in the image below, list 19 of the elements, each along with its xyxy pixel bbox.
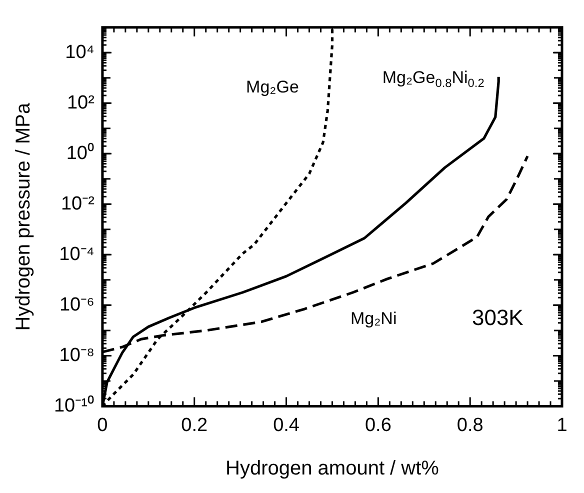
x-tick-label: 0.4 — [273, 414, 300, 436]
series-label: Mg₂Ge — [246, 78, 299, 97]
y-tick-label: 10⁴ — [65, 42, 94, 63]
y-tick-label: 10⁰ — [66, 142, 94, 164]
series-label: Mg₂Ni — [350, 308, 397, 328]
x-tick-label: 0 — [97, 414, 108, 436]
x-tick-label: 1 — [556, 414, 568, 436]
annotation: 303K — [472, 305, 524, 330]
y-tick-label: 10⁻⁴ — [59, 244, 94, 265]
y-axis-title: Hydrogen pressure / MPa — [12, 102, 35, 331]
x-tick-label: 0.6 — [364, 414, 392, 436]
y-tick-label: 10² — [66, 92, 94, 114]
x-axis-title: Hydrogen amount / wt% — [226, 458, 440, 480]
x-tick-label: 0.2 — [181, 414, 208, 436]
y-tick-label: 10⁻¹⁰ — [54, 394, 94, 416]
x-tick-label: 0.8 — [456, 414, 484, 436]
y-tick-label: 10⁻⁶ — [59, 294, 94, 316]
y-tick-label: 10⁻² — [60, 193, 94, 214]
y-tick-label: 10⁻⁸ — [59, 344, 94, 366]
